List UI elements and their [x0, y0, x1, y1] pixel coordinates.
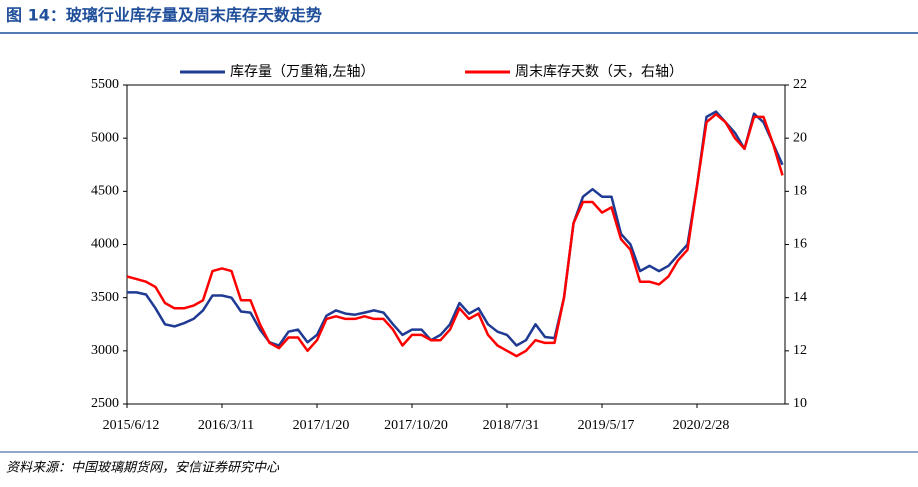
y2-tick-label: 14: [793, 290, 807, 305]
series-line: [126, 112, 784, 358]
y2-tick-label: 20: [793, 130, 807, 145]
chart-title: 图 14：玻璃行业库存量及周末库存天数走势: [6, 6, 322, 25]
y-tick-label: 3000: [91, 343, 119, 358]
source-note: 资料来源：中国玻璃期货网，安信证券研究中心: [6, 460, 280, 476]
y-tick-label: 4000: [91, 237, 119, 252]
y2-tick-label: 10: [793, 396, 807, 411]
y-tick-label: 5000: [91, 130, 119, 145]
y-tick-label: 4500: [91, 184, 119, 199]
x-tick-label: 2020/2/28: [673, 418, 730, 433]
y-tick-label: 5500: [91, 77, 119, 92]
series-line: [127, 110, 784, 347]
y2-tick-label: 16: [793, 237, 807, 252]
y2-tick-label: 12: [793, 343, 807, 358]
x-tick-label: 2015/6/12: [103, 418, 160, 433]
legend-label: 库存量（万重箱,左轴）: [230, 64, 374, 80]
x-tick-label: 2017/1/20: [293, 418, 350, 433]
y-tick-label: 3500: [91, 290, 119, 305]
y2-tick-label: 22: [793, 77, 807, 92]
y2-tick-label: 18: [793, 184, 807, 199]
x-tick-label: 2017/10/20: [384, 418, 448, 433]
x-tick-label: 2018/7/31: [483, 418, 540, 433]
legend-label: 周末库存天数（天，右轴）: [515, 64, 683, 80]
x-tick-label: 2019/5/17: [578, 418, 635, 433]
y-tick-label: 2500: [91, 396, 119, 411]
x-tick-label: 2016/3/11: [198, 418, 254, 433]
